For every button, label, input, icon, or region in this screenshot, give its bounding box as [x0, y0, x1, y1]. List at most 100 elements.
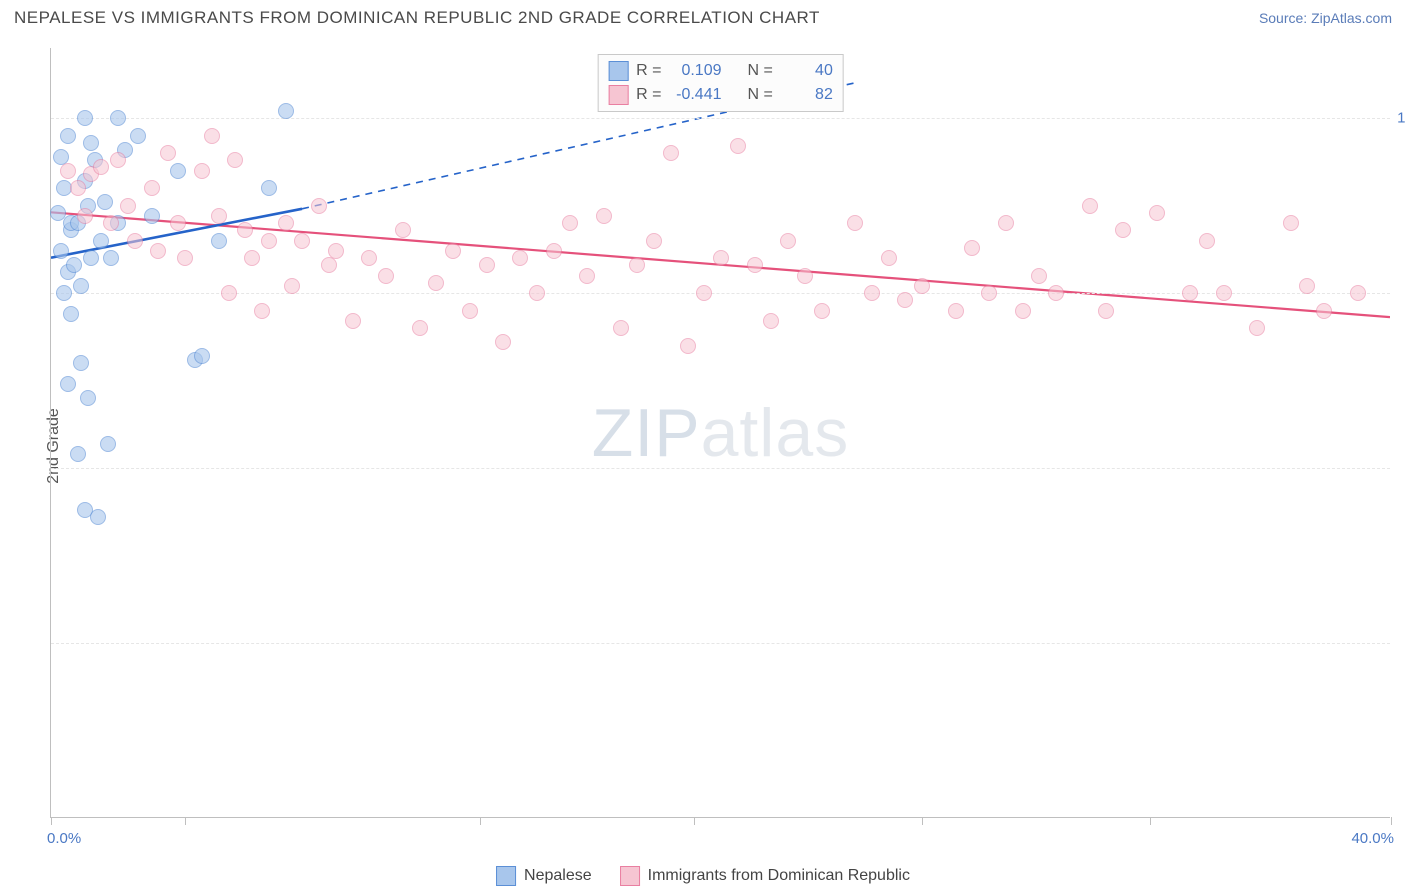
- data-point-dominican: [579, 268, 595, 284]
- gridline-h: [51, 118, 1390, 119]
- stats-swatch-icon: [608, 85, 628, 105]
- data-point-dominican: [713, 250, 729, 266]
- data-point-dominican: [495, 334, 511, 350]
- data-point-dominican: [680, 338, 696, 354]
- data-point-dominican: [412, 320, 428, 336]
- data-point-nepalese: [73, 278, 89, 294]
- data-point-nepalese: [130, 128, 146, 144]
- legend-label: Immigrants from Dominican Republic: [648, 867, 910, 885]
- data-point-dominican: [948, 303, 964, 319]
- stats-r-label: R =: [636, 86, 661, 104]
- y-tick-label: 85.0%: [1392, 635, 1406, 652]
- data-point-dominican: [529, 285, 545, 301]
- data-point-dominican: [60, 163, 76, 179]
- legend-swatch-icon: [496, 866, 516, 886]
- plot-area: ZIPatlas R =0.109N =40R =-0.441N =82 85.…: [50, 48, 1390, 818]
- data-point-dominican: [1316, 303, 1332, 319]
- legend-item-dominican: Immigrants from Dominican Republic: [620, 866, 910, 886]
- data-point-nepalese: [261, 180, 277, 196]
- data-point-dominican: [462, 303, 478, 319]
- data-point-dominican: [395, 222, 411, 238]
- legend-label: Nepalese: [524, 867, 592, 885]
- data-point-dominican: [897, 292, 913, 308]
- data-point-dominican: [1199, 233, 1215, 249]
- data-point-dominican: [964, 240, 980, 256]
- data-point-dominican: [445, 243, 461, 259]
- data-point-nepalese: [60, 128, 76, 144]
- data-point-dominican: [998, 215, 1014, 231]
- data-point-dominican: [1098, 303, 1114, 319]
- data-point-dominican: [160, 145, 176, 161]
- data-point-dominican: [1216, 285, 1232, 301]
- watermark: ZIPatlas: [592, 394, 849, 472]
- data-point-dominican: [562, 215, 578, 231]
- legend-swatch-icon: [620, 866, 640, 886]
- data-point-dominican: [120, 198, 136, 214]
- gridline-h: [51, 643, 1390, 644]
- x-tick: [694, 817, 695, 825]
- data-point-nepalese: [100, 436, 116, 452]
- x-tick: [922, 817, 923, 825]
- data-point-dominican: [150, 243, 166, 259]
- data-point-dominican: [512, 250, 528, 266]
- data-point-dominican: [864, 285, 880, 301]
- data-point-dominican: [361, 250, 377, 266]
- data-point-dominican: [1031, 268, 1047, 284]
- data-point-dominican: [70, 180, 86, 196]
- data-point-nepalese: [278, 103, 294, 119]
- data-point-dominican: [254, 303, 270, 319]
- data-point-nepalese: [110, 110, 126, 126]
- data-point-dominican: [596, 208, 612, 224]
- data-point-nepalese: [83, 250, 99, 266]
- data-point-dominican: [646, 233, 662, 249]
- data-point-nepalese: [103, 250, 119, 266]
- bottom-legend: Nepalese Immigrants from Dominican Republ…: [496, 866, 910, 886]
- data-point-nepalese: [90, 509, 106, 525]
- data-point-dominican: [237, 222, 253, 238]
- data-point-nepalese: [73, 355, 89, 371]
- x-tick: [51, 817, 52, 825]
- data-point-dominican: [479, 257, 495, 273]
- data-point-dominican: [747, 257, 763, 273]
- x-tick: [1391, 817, 1392, 825]
- x-tick: [1150, 817, 1151, 825]
- y-tick-label: 95.0%: [1392, 285, 1406, 302]
- stats-n-value: 40: [781, 62, 833, 80]
- data-point-nepalese: [77, 110, 93, 126]
- data-point-dominican: [378, 268, 394, 284]
- data-point-dominican: [278, 215, 294, 231]
- data-point-dominican: [1015, 303, 1031, 319]
- data-point-dominican: [981, 285, 997, 301]
- data-point-dominican: [227, 152, 243, 168]
- data-point-dominican: [780, 233, 796, 249]
- data-point-dominican: [103, 215, 119, 231]
- data-point-dominican: [1082, 198, 1098, 214]
- data-point-nepalese: [194, 348, 210, 364]
- data-point-nepalese: [70, 446, 86, 462]
- data-point-dominican: [211, 208, 227, 224]
- x-tick-label-max: 40.0%: [1351, 830, 1394, 847]
- data-point-dominican: [144, 180, 160, 196]
- data-point-dominican: [1299, 278, 1315, 294]
- data-point-dominican: [1350, 285, 1366, 301]
- data-point-dominican: [914, 278, 930, 294]
- data-point-dominican: [1182, 285, 1198, 301]
- data-point-nepalese: [93, 233, 109, 249]
- data-point-nepalese: [211, 233, 227, 249]
- stats-n-value: 82: [781, 86, 833, 104]
- data-point-dominican: [1115, 222, 1131, 238]
- chart-title: NEPALESE VS IMMIGRANTS FROM DOMINICAN RE…: [14, 8, 820, 28]
- stats-r-value: 0.109: [670, 62, 722, 80]
- data-point-dominican: [328, 243, 344, 259]
- data-point-dominican: [110, 152, 126, 168]
- data-point-dominican: [629, 257, 645, 273]
- data-point-dominican: [696, 285, 712, 301]
- stats-box: R =0.109N =40R =-0.441N =82: [597, 54, 844, 112]
- data-point-nepalese: [66, 257, 82, 273]
- gridline-h: [51, 468, 1390, 469]
- data-point-dominican: [204, 128, 220, 144]
- data-point-dominican: [546, 243, 562, 259]
- stats-swatch-icon: [608, 61, 628, 81]
- x-tick: [480, 817, 481, 825]
- stats-n-label: N =: [748, 62, 773, 80]
